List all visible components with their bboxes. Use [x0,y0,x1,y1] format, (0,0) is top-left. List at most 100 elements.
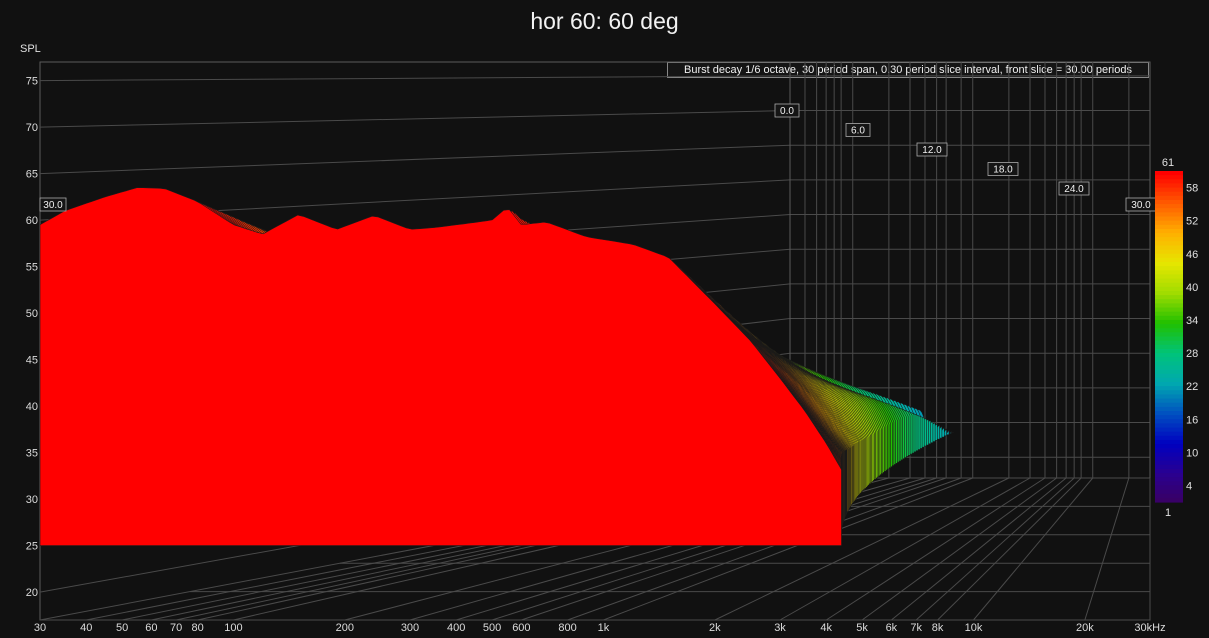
x-tick-label: 30 [34,622,46,634]
x-tick-label: 300 [401,622,419,634]
colorbar-segment [1155,224,1183,230]
x-tick-label: 200 [336,622,354,634]
x-tick-label: 40 [80,622,92,634]
y-tick-label: 75 [26,76,38,88]
z-tick-label: 0.0 [780,106,794,117]
colorbar-segment [1155,485,1183,491]
colorbar-segment [1155,386,1183,391]
colorbar-segment [1155,199,1183,205]
colorbar-segment [1155,324,1183,329]
colorbar-segment [1155,435,1183,441]
x-tick-label: 400 [447,622,465,634]
colorbar-tick-label: 16 [1186,414,1198,426]
x-tick-label: 1k [598,622,610,634]
colorbar-segment [1155,419,1183,424]
x-tick-label: 5k [856,622,868,634]
y-tick-label: 50 [26,308,38,320]
z-tick-box [774,103,800,118]
chart-title: hor 60: 60 deg [530,8,679,34]
colorbar-segment [1155,278,1183,284]
z-tick-box [916,142,948,157]
colorbar-segment [1155,257,1183,263]
y-tick-label: 40 [26,401,38,413]
colorbar-segment [1155,390,1183,396]
colorbar-segment [1155,423,1183,429]
colorbar-segment [1155,187,1183,193]
colorbar-segment [1155,477,1183,482]
colorbar-tick-label: 28 [1186,348,1198,360]
colorbar-tick-label: 22 [1186,381,1198,393]
colorbar-segment [1155,410,1183,416]
z-tick-label: 6.0 [851,126,865,137]
colorbar-segment [1155,344,1183,350]
colorbar-segment [1155,204,1183,209]
colorbar-segment [1155,274,1183,280]
colorbar-segment [1155,228,1183,234]
colorbar-segment [1155,348,1183,354]
z-tick-label: 30.0 [1131,200,1151,211]
x-tick-label: 4k [820,622,832,634]
y-tick-label: 30 [26,494,38,506]
x-tick-label: 6k [886,622,898,634]
colorbar-tick-label: 46 [1186,249,1198,261]
y-tick-label: 65 [26,169,38,181]
colorbar-segment [1155,493,1183,499]
x-tick-label: 7k [910,622,922,634]
colorbar-segment [1155,183,1183,189]
y-tick-label: 35 [26,448,38,460]
x-tick-label: 80 [191,622,203,634]
colorbar-segment [1155,394,1183,400]
colorbar-segment [1155,473,1183,478]
colorbar-segment [1155,282,1183,288]
y-tick-label: 45 [26,355,38,367]
colorbar-segment [1155,377,1183,383]
colorbar-segment [1155,361,1183,367]
colorbar-segment [1155,406,1183,412]
y-tick-label: 20 [26,587,38,599]
colorbar-segment [1155,233,1183,238]
colorbar-segment [1155,299,1183,304]
colorbar-segment [1155,369,1183,375]
colorbar-segment [1155,171,1183,176]
colorbar-segment [1155,307,1183,313]
colorbar-segment [1155,332,1183,338]
colorbar-segment [1155,220,1183,226]
colorbar-segment [1155,295,1183,300]
x-tick-label: 500 [483,622,501,634]
colorbar-segment [1155,460,1183,466]
colorbar-segment [1155,262,1183,267]
colorbar-segment [1155,195,1183,201]
colorbar-segment [1155,249,1183,255]
colorbar-segment [1155,357,1183,362]
x-tick-label: 50 [116,622,128,634]
z-tick-label: 18.0 [993,165,1013,176]
colorbar-segment [1155,241,1183,247]
x-tick-label: 70 [170,622,182,634]
colorbar-segment [1155,481,1183,487]
colorbar-segment [1155,212,1183,218]
decay-surface [40,187,954,546]
x-tick-label: 10k [965,622,983,634]
x-tick-label: 60 [145,622,157,634]
colorbar-segment [1155,373,1183,379]
colorbar-segment [1155,270,1183,276]
colorbar: 61 58 52 46 40 34 28 22 16 10 4 1 [1155,157,1198,519]
decay-slice [40,187,842,546]
colorbar-segment [1155,365,1183,371]
colorbar-tick-label: 52 [1186,216,1198,228]
z-tick-label: 24.0 [1064,184,1084,195]
colorbar-segment [1155,456,1183,462]
colorbar-segment [1155,402,1183,408]
colorbar-segment [1155,253,1183,259]
colorbar-segment [1155,398,1183,404]
colorbar-segment [1155,439,1183,445]
colorbar-segment [1155,415,1183,420]
colorbar-segment [1155,431,1183,437]
colorbar-segment [1155,208,1183,213]
colorbar-segment [1155,382,1183,387]
x-tick-label: 30kHz [1134,622,1165,634]
x-tick-label: 100 [224,622,242,634]
colorbar-segment [1155,444,1183,449]
colorbar-segment [1155,336,1183,342]
